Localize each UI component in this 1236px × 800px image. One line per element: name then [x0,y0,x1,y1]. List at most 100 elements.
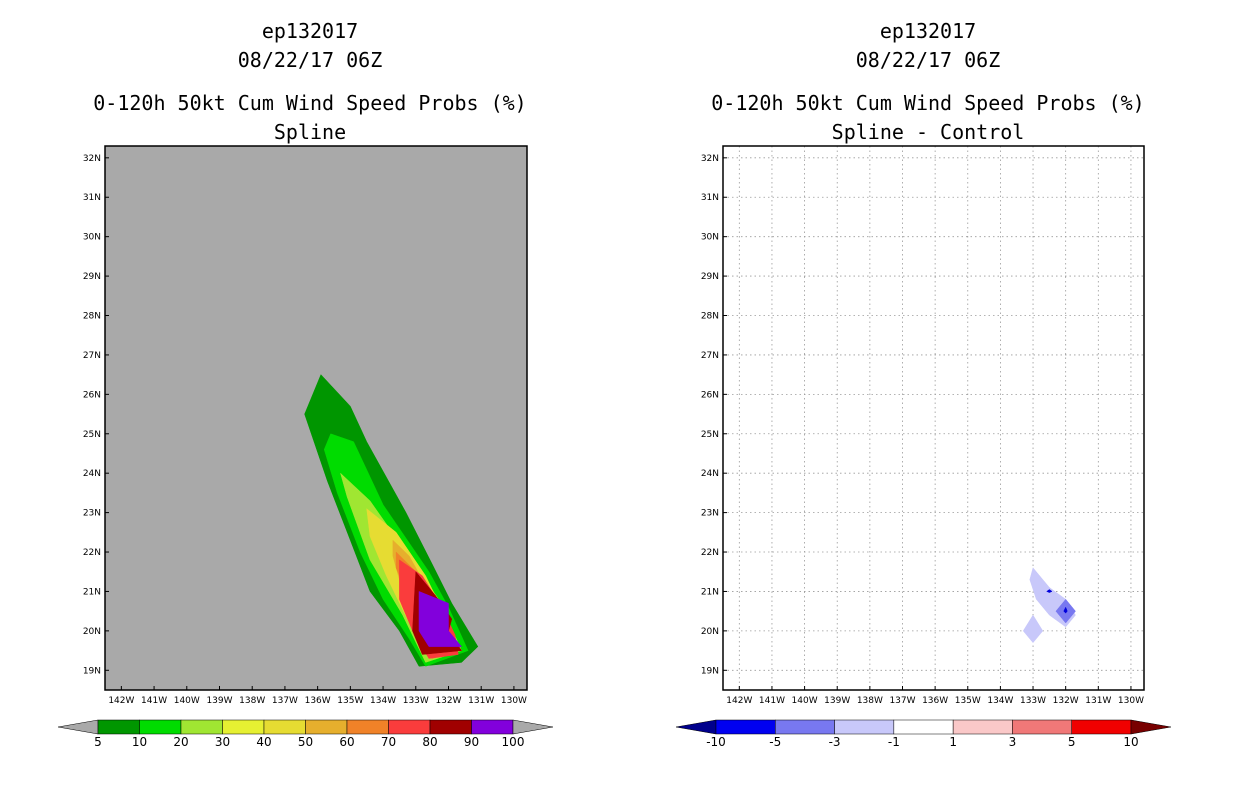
x-tick-label: 134W [370,696,396,706]
colorbar-swatch [388,719,431,735]
y-tick-label: 20N [83,627,101,637]
colorbar-under-triangle [57,719,99,735]
contour-neg5 [1063,606,1068,614]
x-tick-label: 142W [108,696,134,706]
colorbar-swatch [952,719,1013,735]
x-tick-label: 132W [435,696,461,706]
x-tick-label: 135W [337,696,363,706]
left-colorbar: 5 10 20 30 40 50 60 70 80 90 100 [57,719,554,749]
colorbar-under-triangle [675,719,717,735]
x-tick-label: 130W [501,696,527,706]
x-tick-label: 135W [955,696,981,706]
y-tick-label: 30N [701,233,719,243]
y-tick-label: 31N [701,193,719,203]
colorbar-swatch [893,719,954,735]
colorbar-label: -1 [888,735,900,749]
y-tick-label: 22N [83,548,101,558]
x-tick-label: 139W [824,696,850,706]
colorbar-label: 100 [502,735,525,749]
colorbar-swatch [305,719,348,735]
colorbar-label: 20 [173,735,188,749]
y-tick-label: 19N [83,666,101,676]
x-tick-label: 131W [1085,696,1111,706]
x-tick-label: 137W [272,696,298,706]
plot-background [723,146,1144,690]
x-tick-label: 130W [1118,696,1144,706]
x-tick-label: 134W [987,696,1013,706]
y-tick-label: 30N [83,233,101,243]
y-tick-label: 32N [701,154,719,164]
y-tick-label: 24N [83,469,101,479]
left-datetime: 08/22/17 06Z [238,48,383,72]
x-tick-label: 133W [1020,696,1046,706]
y-tick-label: 25N [83,430,101,440]
colorbar-swatch [180,719,223,735]
right-colorbar: -10 -5 -3 -1 1 3 5 10 [675,719,1172,749]
x-tick-label: 131W [468,696,494,706]
x-tick-label: 141W [141,696,167,706]
colorbar-swatch [834,719,895,735]
right-map-plot: 142W 141W 140W 139W 138W 137W 136W 135W 134W 133W… [701,145,1145,706]
right-datetime: 08/22/17 06Z [856,48,1001,72]
y-tick-label: 21N [701,587,719,597]
left-map-plot: 142W 141W 140W 139W 138W 137W 136W 135W 134W 133W… [83,145,528,706]
y-tick-label: 23N [83,509,101,519]
colorbar-swatch [263,719,306,735]
colorbar-label: 10 [1123,735,1138,749]
colorbar-swatch [1071,719,1132,735]
colorbar-label: 90 [464,735,479,749]
y-tick-label: 21N [83,587,101,597]
y-tick-label: 28N [701,312,719,322]
x-tick-label: 138W [239,696,265,706]
x-tick-label: 136W [922,696,948,706]
y-tick-label: 29N [701,272,719,282]
left-subtitle: Spline [274,120,346,144]
y-tick-label: 32N [83,154,101,164]
colorbar-label: 5 [1068,735,1076,749]
x-tick-label: 141W [759,696,785,706]
y-tick-label: 25N [701,430,719,440]
colorbar-label: -3 [829,735,841,749]
colorbar-swatch [139,719,182,735]
x-tick-label: 138W [857,696,883,706]
colorbar-label: 1 [949,735,957,749]
y-tick-label: 28N [83,312,101,322]
y-tick-label: 20N [701,627,719,637]
colorbar-over-triangle [1130,719,1172,735]
x-tick-label: 140W [174,696,200,706]
colorbar-swatch [429,719,472,735]
left-title: 0-120h 50kt Cum Wind Speed Probs (%) [93,91,526,115]
y-tick-label: 27N [83,351,101,361]
right-title: 0-120h 50kt Cum Wind Speed Probs (%) [711,91,1144,115]
y-tick-label: 26N [701,390,719,400]
contour-neg5 [1046,589,1053,593]
colorbar-swatch [471,719,514,735]
right-storm-id: ep132017 [880,19,976,43]
colorbar-swatch [222,719,265,735]
colorbar-label: 30 [215,735,230,749]
colorbar-swatch [715,719,776,735]
colorbar-swatch [1012,719,1072,735]
colorbar-label: 40 [256,735,271,749]
colorbar-over-triangle [512,719,554,735]
plot-frame [722,145,1145,691]
colorbar-label: 10 [132,735,147,749]
y-tick-label: 31N [83,193,101,203]
contour-neg1 [1022,614,1044,644]
y-tick-label: 24N [701,469,719,479]
colorbar-label: -10 [706,735,726,749]
plot-frame [104,145,528,691]
contour-100 [418,591,463,647]
x-tick-label: 139W [206,696,232,706]
x-tick-label: 136W [305,696,331,706]
y-tick-label: 27N [701,351,719,361]
colorbar-swatch [346,719,389,735]
x-tick-label: 142W [726,696,752,706]
y-tick-label: 19N [701,666,719,676]
x-tick-label: 133W [403,696,429,706]
x-tick-label: 132W [1053,696,1079,706]
colorbar-label: 50 [298,735,313,749]
colorbar-label: 70 [381,735,396,749]
colorbar-label: -5 [769,735,781,749]
